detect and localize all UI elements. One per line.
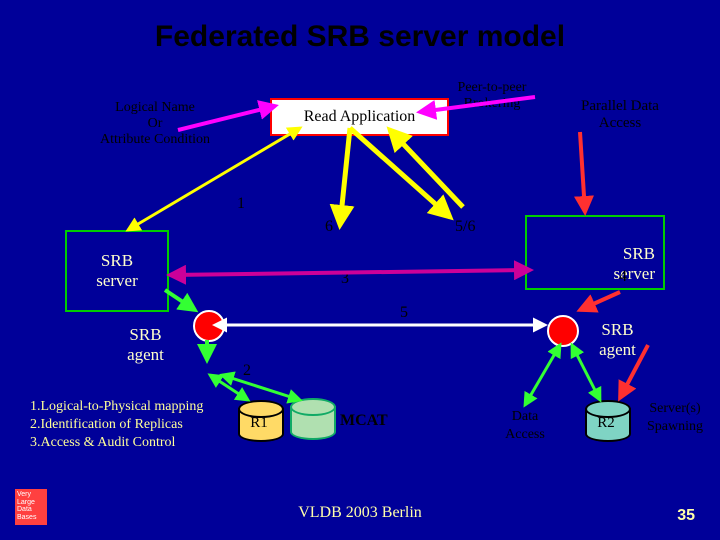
srb-agent-left-label: SRB agent <box>113 325 178 365</box>
num-56: 5/6 <box>455 218 475 236</box>
vldb-logo-text: Very Large Data Bases <box>17 491 36 521</box>
num-3: 3 <box>341 270 349 288</box>
parallel-label: Parallel Data Access <box>565 98 675 133</box>
mcat-label: MCAT <box>340 412 388 430</box>
vldb-logo: Very Large Data Bases <box>15 489 47 525</box>
srb-server-left-box: SRB server <box>65 230 169 312</box>
spawning-text: Server(s) Spawning <box>647 401 703 434</box>
footnote-left-text: 1.Logical-to-Physical mapping 2.Identifi… <box>30 399 203 450</box>
logical-name-text: Logical Name Or Attribute Condition <box>100 100 210 147</box>
srb-agent-left-text: SRB agent <box>127 325 164 364</box>
srb-agent-right-circle <box>547 315 579 347</box>
num-6: 6 <box>325 218 333 236</box>
data-access-text: Data Access <box>505 409 545 442</box>
num-5: 5 <box>400 304 408 322</box>
num-1: 1 <box>237 195 245 213</box>
mcat-cylinder <box>290 398 332 442</box>
srb-server-left-text: SRB server <box>96 251 138 291</box>
srb-agent-right-text: SRB agent <box>599 320 636 359</box>
parallel-text: Parallel Data Access <box>581 98 659 131</box>
data-access-label: Data Access <box>495 408 555 444</box>
p2p-label: Peer-to-peer Brokering <box>442 80 542 112</box>
page-number: 35 <box>677 507 695 525</box>
logical-name-label: Logical Name Or Attribute Condition <box>95 100 215 148</box>
footnote-left: 1.Logical-to-Physical mapping 2.Identifi… <box>30 398 203 453</box>
page-title: Federated SRB server model <box>0 20 720 54</box>
r1-cylinder: R1 <box>238 400 280 444</box>
num-2: 2 <box>243 362 251 380</box>
r2-cylinder: R2 <box>585 400 627 444</box>
read-application-box: Read Application <box>270 98 449 136</box>
spawning-label: Server(s) Spawning <box>640 400 710 436</box>
num-4: 4 <box>619 268 627 286</box>
srb-agent-left-circle <box>193 310 225 342</box>
footer-text: VLDB 2003 Berlin <box>0 504 720 522</box>
r2-label: R2 <box>585 415 627 432</box>
srb-server-right-box: SRB server <box>525 215 665 290</box>
srb-agent-right-label: SRB agent <box>585 320 650 360</box>
diagram-stage: Federated SRB server model Logical Name … <box>0 0 720 540</box>
read-application-text: Read Application <box>304 108 416 126</box>
r1-label: R1 <box>238 415 280 432</box>
p2p-text: Peer-to-peer Brokering <box>458 80 527 111</box>
